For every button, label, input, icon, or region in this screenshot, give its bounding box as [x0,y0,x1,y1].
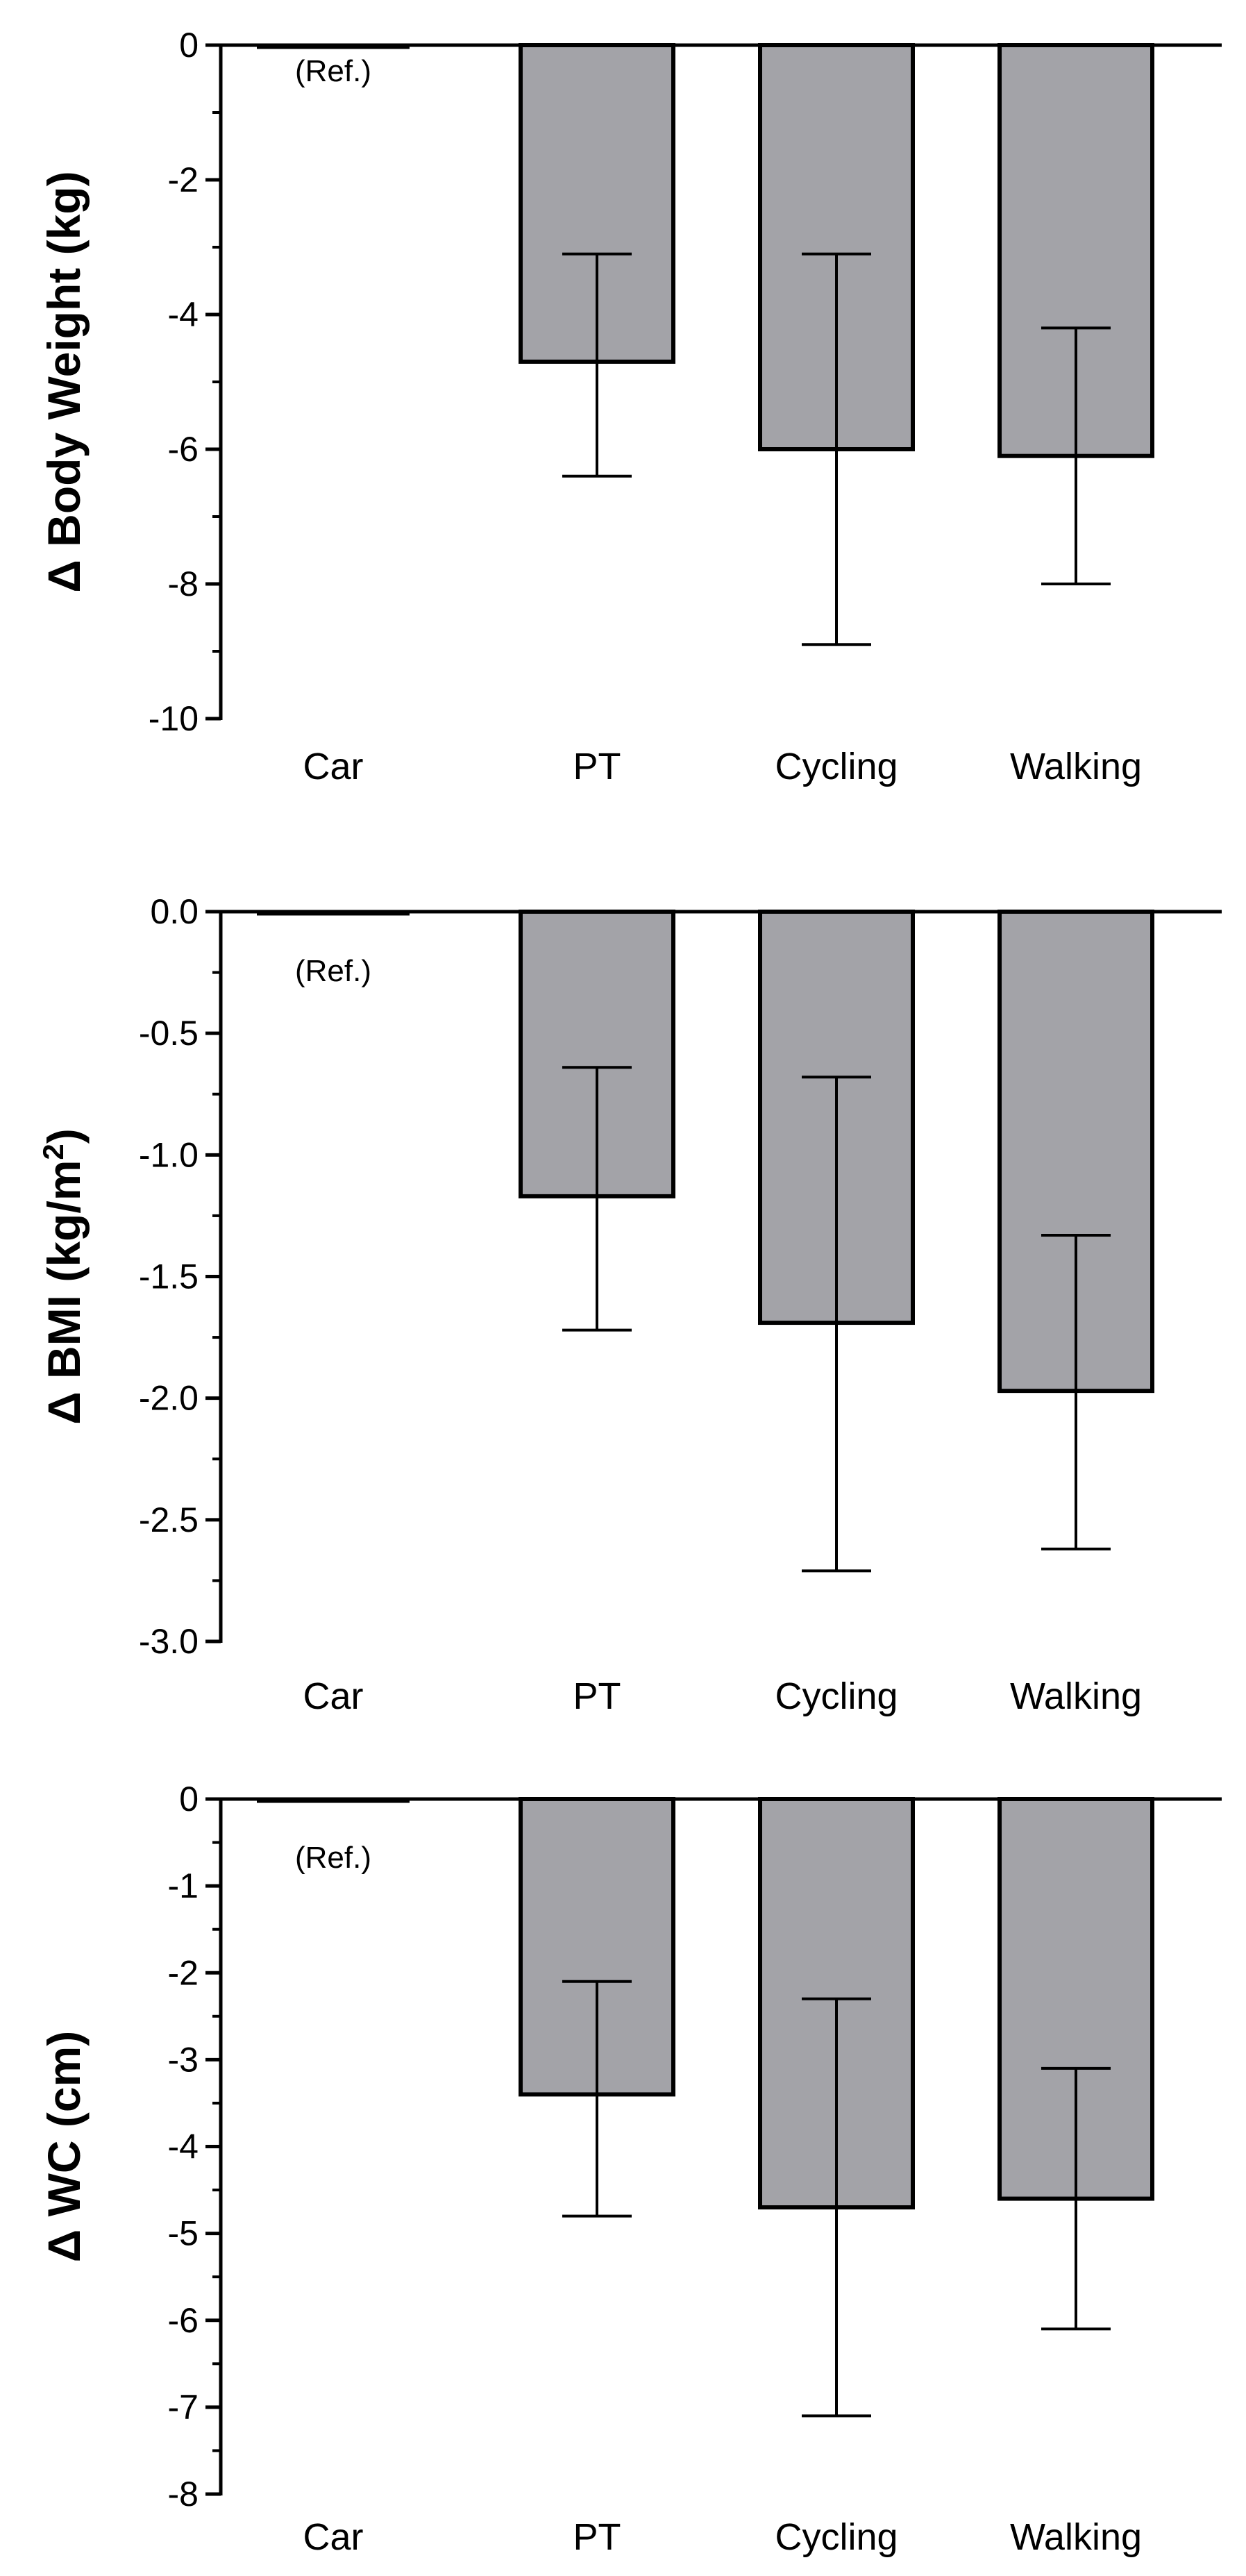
y-tick-label: -2 [168,160,199,199]
y-tick-label: -8 [168,564,199,603]
chart-panel-3: 0 -1 -2 -3 -4 -5 -6 -7 -8 Car PT Cycling Walking (Ref… [38,1780,1222,2558]
y-axis-title-main: Δ WC (cm) [38,2031,90,2262]
error-bar-walking [1041,326,1111,585]
chart-panel-1: 0 -2 -4 -6 -8 -10 Car PT Cycling Walking (Ref.) Δ B… [38,26,1222,787]
error-bar-walking [1041,1233,1111,1550]
y-tick-label: -3.0 [139,1622,199,1661]
y-tick-label: -6 [168,430,199,469]
y-tick-label: -4 [168,295,199,334]
reference-label: (Ref.) [295,954,371,988]
y-axis-title-main: Δ Body Weight (kg) [38,171,90,592]
y-axis-title-main: Δ BMI (kg/m [38,1160,90,1425]
error-bar-walking [1041,2066,1111,2331]
y-tick-label: -10 [149,699,199,738]
x-tick-label-car: Car [303,746,363,787]
y-tick-label: 0 [179,1780,199,1818]
reference-label: (Ref.) [295,1841,371,1875]
reference-label: (Ref.) [295,54,371,88]
x-tick-label-cycling: Cycling [775,2516,898,2558]
error-bar-pt [562,1066,632,1332]
y-tick-label: -2.0 [139,1379,199,1418]
y-tick-label: -6 [168,2301,199,2340]
y-tick-label: -3 [168,2040,199,2079]
y-axis-title: Δ BMI (kg/m2) [37,1128,90,1424]
x-tick-label-walking: Walking [1010,1675,1142,1717]
x-tick-label-pt: PT [573,746,621,787]
x-tick-label-pt: PT [573,2516,621,2558]
y-axis-title: Δ WC (cm) [38,2031,90,2262]
y-tick-label: -7 [168,2388,199,2427]
y-tick-label: -4 [168,2127,199,2166]
x-tick-label-car: Car [303,1675,363,1717]
y-tick-label: -2.5 [139,1500,199,1539]
y-tick-label: 0 [179,26,199,65]
y-tick-label: -2 [168,1953,199,1992]
y-tick-label: -1.5 [139,1257,199,1296]
y-tick-label: -5 [168,2214,199,2253]
y-tick-label: -0.5 [139,1014,199,1053]
error-bar-cycling [802,1076,871,1573]
y-tick-label: -1.0 [139,1135,199,1174]
y-axis-title-suffix: ) [38,1128,90,1144]
x-tick-label-cycling: Cycling [775,746,898,787]
x-tick-label-walking: Walking [1010,746,1142,787]
x-tick-label-cycling: Cycling [775,1675,898,1717]
y-axis-title-superscript: 2 [37,1144,69,1160]
x-tick-label-car: Car [303,2516,363,2558]
y-tick-label: 0.0 [150,892,199,931]
x-tick-label-walking: Walking [1010,2516,1142,2558]
error-bar-cycling [802,1997,871,2418]
y-axis-title: Δ Body Weight (kg) [38,171,90,592]
error-bar-pt [562,1980,632,2218]
error-bar-cycling [802,252,871,646]
x-tick-label-pt: PT [573,1675,621,1717]
y-tick-label: -1 [168,1866,199,1905]
error-bar-pt [562,252,632,478]
chart-panel-2: 0.0 -0.5 -1.0 -1.5 -2.0 -2.5 -3.0 Car PT Cycling W… [37,892,1222,1717]
y-tick-label: -8 [168,2475,199,2514]
